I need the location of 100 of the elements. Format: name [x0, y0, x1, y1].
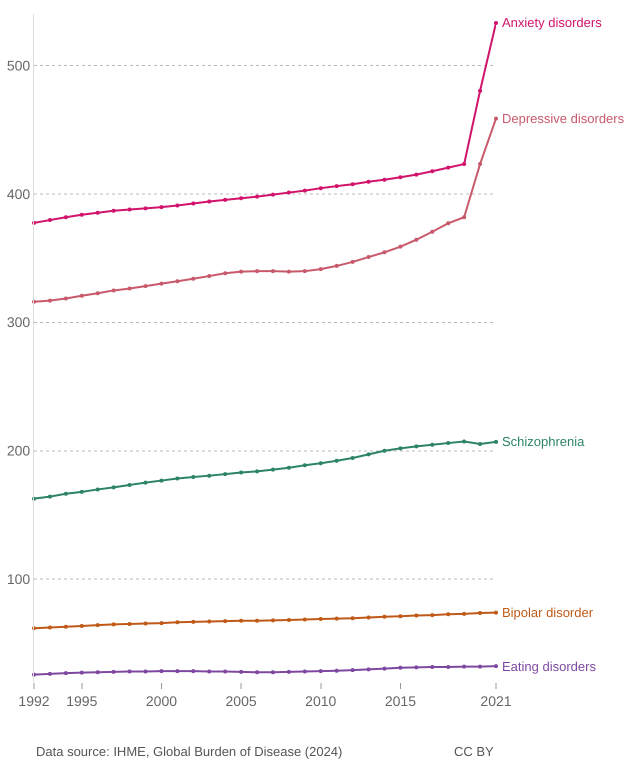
point: [414, 613, 418, 618]
point: [446, 664, 450, 669]
point: [191, 474, 196, 479]
point: [159, 621, 164, 626]
y-tick-label: 200: [6, 442, 30, 459]
point: [366, 180, 371, 184]
point: [128, 286, 132, 291]
point: [398, 175, 402, 180]
point: [239, 270, 244, 274]
point: [255, 670, 260, 674]
point: [414, 444, 418, 448]
point: [207, 274, 212, 278]
y-tick-label: 500: [6, 57, 30, 74]
point: [96, 291, 100, 296]
point: [318, 186, 323, 190]
point: [80, 212, 84, 217]
point: [286, 466, 291, 470]
point: [462, 440, 466, 444]
point: [64, 671, 68, 676]
point: [302, 463, 307, 468]
point: [112, 485, 116, 490]
series-label: Anxiety disorders: [502, 15, 602, 30]
point: [48, 672, 52, 676]
x-tick-label: 1992: [18, 692, 50, 709]
point: [64, 296, 68, 301]
point: [382, 614, 386, 619]
point: [318, 461, 323, 466]
point: [80, 490, 84, 494]
point: [478, 611, 482, 616]
point: [175, 669, 180, 674]
point: [350, 668, 355, 672]
point: [270, 192, 275, 197]
point: [414, 238, 418, 242]
point: [144, 284, 148, 288]
point: [366, 616, 371, 620]
point: [48, 626, 52, 630]
point: [191, 620, 196, 624]
point: [64, 492, 68, 496]
point: [223, 271, 228, 276]
point: [286, 670, 291, 674]
point: [446, 166, 450, 170]
point: [159, 205, 164, 210]
point: [366, 452, 371, 456]
source-note: Data source: IHME, Global Burden of Disease (2024): [36, 744, 342, 759]
x-tick-label: 2021: [480, 692, 512, 709]
series-label: Depressive disorders: [502, 111, 625, 126]
point: [270, 618, 275, 622]
point: [350, 616, 355, 620]
point: [334, 458, 339, 463]
point: [48, 298, 52, 303]
point: [175, 476, 180, 481]
point: [350, 182, 355, 186]
point: [430, 442, 434, 447]
point: [398, 666, 402, 670]
point: [382, 178, 386, 182]
point: [398, 446, 402, 450]
point: [430, 230, 434, 234]
point: [191, 669, 196, 674]
point: [175, 620, 180, 624]
point: [223, 198, 228, 202]
point: [478, 88, 482, 93]
point: [302, 669, 307, 674]
point: [48, 218, 52, 222]
point: [430, 664, 434, 669]
point: [270, 670, 275, 674]
point: [128, 669, 132, 674]
point: [382, 250, 386, 254]
point: [128, 622, 132, 626]
point: [494, 20, 498, 25]
x-tick-label: 2000: [146, 692, 178, 709]
point: [302, 269, 307, 274]
point: [350, 456, 355, 460]
point: [255, 618, 260, 623]
y-tick-label: 400: [6, 186, 30, 202]
point: [239, 670, 244, 674]
point: [462, 664, 466, 669]
point: [112, 288, 116, 292]
point: [334, 264, 339, 268]
point: [112, 622, 116, 626]
point: [144, 622, 148, 626]
point: [80, 294, 84, 298]
x-tick-label: 2015: [384, 692, 416, 709]
point: [286, 618, 291, 622]
point: [80, 624, 84, 628]
text: CC BY: [454, 744, 494, 759]
point: [207, 669, 212, 674]
point: [494, 116, 498, 121]
point: [318, 669, 323, 674]
x-tick-label: 2005: [226, 692, 257, 709]
series-label: Bipolar disorder: [502, 605, 594, 620]
point: [48, 494, 52, 499]
point: [239, 196, 244, 200]
point: [159, 669, 164, 674]
point: [96, 670, 100, 674]
point: [255, 194, 260, 199]
point: [80, 670, 84, 675]
point: [478, 664, 482, 669]
point: [64, 624, 68, 629]
point: [334, 616, 339, 621]
point: [239, 618, 244, 623]
